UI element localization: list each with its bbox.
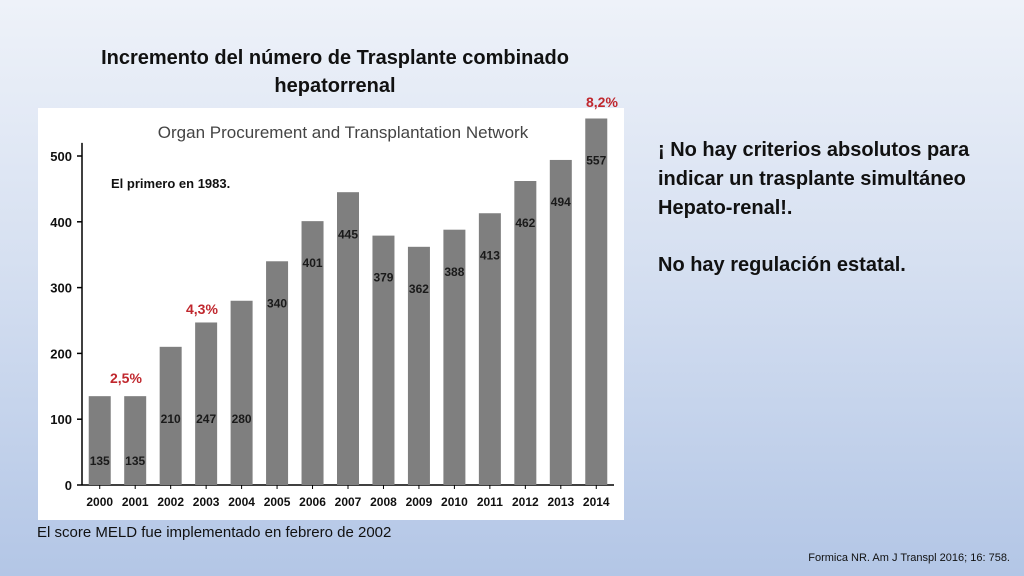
- x-tick-label-2012: 2012: [512, 495, 539, 509]
- value-label-2000: 135: [90, 454, 110, 468]
- bar-2013: [549, 159, 572, 485]
- key-points: ¡ No hay criterios absolutos para indica…: [658, 136, 998, 308]
- chart-title: Organ Procurement and Transplantation Ne…: [158, 123, 529, 142]
- meld-note: El score MELD fue implementado en febrer…: [37, 524, 392, 541]
- y-tick-label: 500: [50, 149, 72, 164]
- value-label-2004: 280: [232, 412, 252, 426]
- x-tick-label-2008: 2008: [370, 495, 397, 509]
- bar-2012: [514, 181, 537, 485]
- y-tick-label: 400: [50, 215, 72, 230]
- value-label-2007: 445: [338, 227, 358, 241]
- x-tick-label-2006: 2006: [299, 495, 326, 509]
- bar-2005: [266, 261, 289, 485]
- x-tick-label-2013: 2013: [547, 495, 574, 509]
- value-label-2002: 210: [161, 412, 181, 426]
- annotation-2003: 4,3%: [186, 301, 218, 317]
- bar-2011: [478, 213, 501, 485]
- x-tick-label-2009: 2009: [406, 495, 433, 509]
- bar-2007: [337, 192, 359, 485]
- bar-2008: [372, 235, 395, 485]
- first-transplant-note: El primero en 1983.: [111, 176, 231, 191]
- x-tick-label-2001: 2001: [122, 495, 149, 509]
- bar-chart: Organ Procurement and Transplantation Ne…: [38, 108, 624, 520]
- bar-2004: [230, 300, 253, 485]
- value-label-2006: 401: [303, 256, 323, 270]
- y-tick-label: 300: [50, 281, 72, 296]
- y-tick-label: 100: [50, 412, 72, 427]
- reference-citation: Formica NR. Am J Transpl 2016; 16: 758.: [808, 552, 1010, 564]
- value-label-2011: 413: [480, 248, 500, 262]
- slide-title: Incremento del número de Trasplante comb…: [101, 47, 569, 97]
- key-point-regulation: No hay regulación estatal.: [658, 254, 906, 276]
- value-label-2005: 340: [267, 296, 287, 310]
- x-tick-label-2004: 2004: [228, 495, 255, 509]
- bar-2002: [159, 346, 182, 485]
- bar-2000: [88, 396, 111, 485]
- x-tick-label-2000: 2000: [86, 495, 113, 509]
- bar-2010: [443, 229, 466, 485]
- value-label-2008: 379: [373, 271, 393, 285]
- value-label-2014: 557: [586, 154, 606, 168]
- x-tick-label-2002: 2002: [157, 495, 184, 509]
- value-label-2001: 135: [125, 454, 145, 468]
- annotation-2014: 8,2%: [586, 94, 618, 110]
- bar-2003: [195, 322, 218, 485]
- x-tick-label-2003: 2003: [193, 495, 220, 509]
- value-label-2013: 494: [551, 195, 571, 209]
- x-tick-label-2010: 2010: [441, 495, 468, 509]
- chart-svg: Organ Procurement and Transplantation Ne…: [50, 118, 614, 509]
- bar-2006: [301, 221, 324, 485]
- x-tick-label-2011: 2011: [477, 495, 503, 509]
- x-tick-label-2005: 2005: [264, 495, 291, 509]
- x-tick-label-2007: 2007: [335, 495, 362, 509]
- value-label-2003: 247: [196, 412, 216, 426]
- key-point-criteria: ¡ No hay criterios absolutos para indica…: [658, 139, 970, 219]
- annotation-2001: 2,5%: [110, 370, 142, 386]
- value-label-2012: 462: [515, 216, 535, 230]
- y-tick-label: 200: [50, 346, 72, 361]
- bar-2009: [407, 246, 430, 485]
- value-label-2010: 388: [444, 265, 464, 279]
- x-tick-label-2014: 2014: [583, 495, 610, 509]
- bar-2001: [124, 396, 147, 485]
- bar-2014: [585, 118, 608, 485]
- value-label-2009: 362: [409, 282, 429, 296]
- y-tick-label: 0: [65, 478, 72, 493]
